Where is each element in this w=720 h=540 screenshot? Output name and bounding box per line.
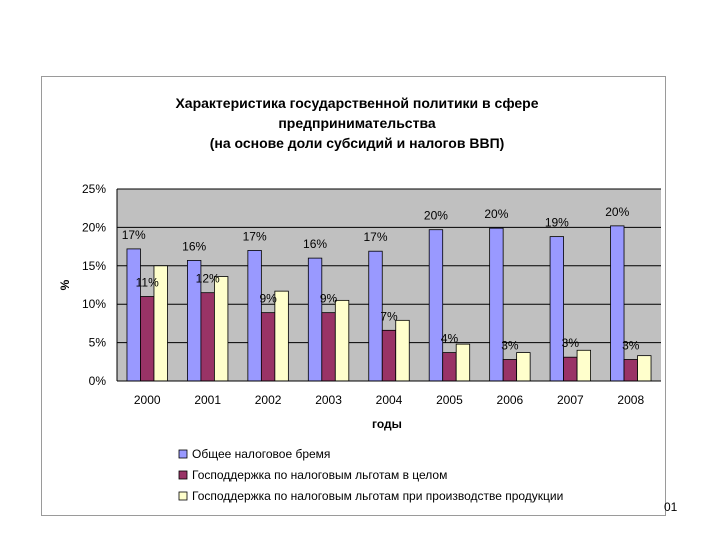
data-label-series-2: 9% [320, 292, 338, 306]
x-tick-label: 2003 [315, 393, 342, 407]
x-tick-label: 2002 [255, 393, 282, 407]
y-tick-label: 15% [82, 259, 106, 273]
chart: Характеристика государственной политики … [58, 95, 661, 503]
bar-series-1 [126, 248, 141, 382]
data-label-series-1: 19% [545, 216, 569, 230]
data-label-series-2: 12% [196, 272, 220, 286]
y-tick-label: 5% [89, 336, 107, 350]
x-axis-title: годы [372, 417, 402, 431]
bar-series-3 [214, 276, 229, 382]
data-label-series-2: 3% [562, 336, 580, 350]
legend-swatch-1 [178, 449, 188, 459]
x-tick-label: 2007 [557, 393, 584, 407]
legend-swatch-3 [178, 491, 188, 501]
bar-series-1 [549, 236, 564, 382]
data-label-series-1: 20% [424, 209, 448, 223]
data-label-series-2: 4% [441, 332, 459, 346]
legend: Общее налоговое бремя Господдержка по нал… [178, 447, 563, 503]
y-axis-title: % [58, 279, 72, 290]
legend-label-2: Господдержка по налоговым льготам в цело… [192, 468, 447, 482]
bar-series-3 [516, 352, 531, 382]
plot-area: 0% 5% 10% 15% 20% 25% 2000 2001 2002 2003 2004 2005… [82, 182, 661, 407]
y-tick-label: 25% [82, 182, 106, 196]
bar-series-2 [442, 352, 457, 382]
x-tick-label: 2001 [194, 393, 221, 407]
data-label-series-1: 16% [303, 237, 327, 251]
chart-title-line-3: (на основе доли субсидий и налогов ВВП) [210, 135, 505, 151]
bar-series-2 [260, 312, 276, 382]
legend-label-3: Господдержка по налоговым льготам при пр… [192, 489, 563, 503]
data-label-series-2: 9% [259, 292, 277, 306]
chart-title-line-1: Характеристика государственной политики … [175, 95, 538, 111]
bar-series-2 [321, 312, 336, 382]
bar-series-3 [637, 355, 652, 382]
bar-series-2 [563, 356, 578, 382]
x-tick-label: 2006 [497, 393, 524, 407]
data-label-series-1: 17% [243, 229, 267, 243]
data-label-series-2: 11% [136, 276, 159, 290]
y-tick-label: 0% [89, 374, 107, 388]
bar-series-3 [274, 290, 289, 382]
bar-series-2 [623, 359, 638, 382]
bar-series-1 [489, 227, 504, 382]
bar-series-3 [576, 349, 591, 382]
y-tick-label: 20% [82, 220, 106, 234]
data-label-series-2: 3% [622, 338, 640, 352]
chart-title-line-2: предпринимательства [278, 115, 436, 131]
bar-series-1 [610, 225, 625, 382]
bar-series-1 [428, 229, 444, 382]
data-label-series-1: 16% [182, 239, 206, 253]
chart-frame: Характеристика государственной политики … [41, 76, 666, 516]
bar-series-3 [455, 343, 471, 382]
data-label-series-1: 20% [484, 207, 508, 221]
x-tick-label: 2008 [617, 393, 644, 407]
data-label-series-2: 7% [380, 309, 398, 323]
data-label-series-1: 20% [605, 205, 629, 219]
legend-label-1: Общее налоговое бремя [192, 447, 330, 461]
bar-series-2 [200, 292, 215, 382]
x-tick-label: 2000 [134, 393, 161, 407]
bar-series-2 [502, 359, 518, 382]
page-number: 01 [664, 500, 678, 514]
bar-series-1 [307, 257, 323, 382]
bar-series-1 [247, 250, 262, 382]
data-label-series-1: 17% [363, 230, 387, 244]
data-label-series-2: 3% [501, 338, 519, 352]
bar-series-3 [334, 299, 350, 382]
bar-series-2 [381, 329, 397, 382]
x-tick-label: 2004 [376, 393, 403, 407]
y-tick-label: 10% [82, 297, 106, 311]
data-label-series-1: 17% [122, 228, 146, 242]
bar-series-2 [140, 296, 155, 382]
bar-series-3 [395, 319, 410, 382]
x-tick-label: 2005 [436, 393, 463, 407]
legend-swatch-2 [178, 470, 188, 480]
